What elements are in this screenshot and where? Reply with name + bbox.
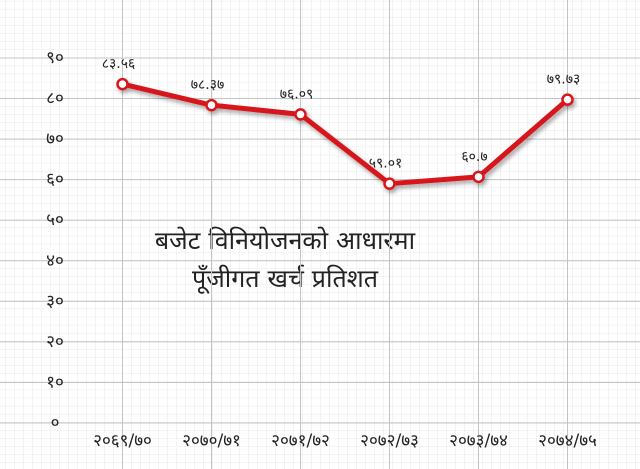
y-tick-label: ३० bbox=[46, 291, 64, 311]
value-label: ६०.७ bbox=[461, 149, 487, 165]
y-tick-label: ९० bbox=[46, 48, 64, 68]
value-label: ७६.०९ bbox=[280, 86, 314, 102]
y-tick-label: ० bbox=[51, 413, 60, 433]
value-label: ८३.५६ bbox=[102, 56, 136, 72]
point bbox=[472, 170, 485, 184]
x-tick-label: २०७०/७१ bbox=[182, 431, 241, 451]
x-tick-label: २०६९/७० bbox=[93, 431, 152, 451]
y-tick-label: ७० bbox=[46, 129, 64, 149]
value-label: ७८.३७ bbox=[191, 77, 225, 93]
point bbox=[561, 93, 574, 106]
value-label: ५९.०१ bbox=[369, 156, 403, 172]
point bbox=[205, 98, 218, 112]
chart-title: बजेट विनियोजनको आधारमा bbox=[155, 226, 416, 255]
point bbox=[383, 177, 396, 190]
y-tick-label: ६० bbox=[46, 170, 64, 190]
series bbox=[116, 77, 574, 190]
x-tick-label: २०७१/७२ bbox=[271, 431, 330, 451]
chart-subtitle: पूँजीगत खर्च प्रतिशत bbox=[192, 264, 379, 294]
y-tick-label: ५० bbox=[46, 210, 64, 230]
point bbox=[116, 77, 129, 91]
x-tick-label: २०७२/७३ bbox=[360, 431, 419, 451]
point bbox=[294, 108, 307, 121]
y-tick-label: ४० bbox=[46, 251, 64, 271]
line bbox=[121, 81, 570, 187]
x-tick-label: २०७४/७५ bbox=[538, 431, 597, 451]
value-label: ७९.७३ bbox=[547, 72, 581, 88]
y-tick-label: ८० bbox=[46, 89, 64, 109]
y-tick-label: २० bbox=[46, 332, 64, 352]
y-tick-label: १० bbox=[46, 372, 64, 392]
x-tick-label: २०७३/७४ bbox=[449, 431, 508, 451]
